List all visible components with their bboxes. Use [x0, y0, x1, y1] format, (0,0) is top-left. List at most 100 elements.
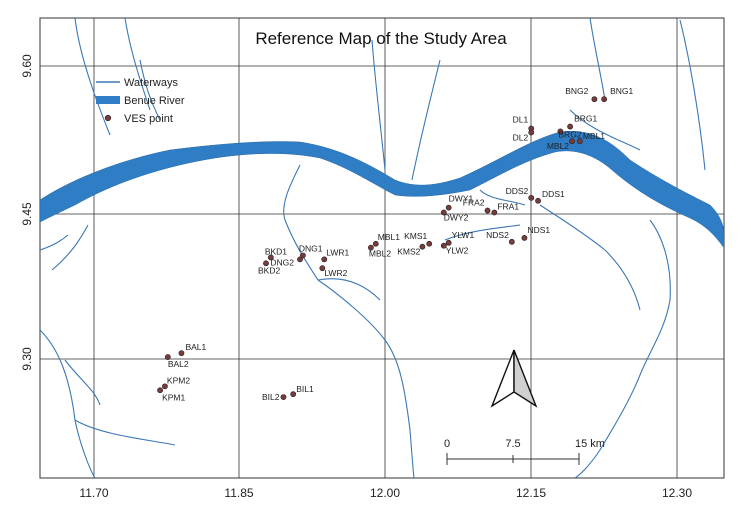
ves-point: DWY2	[440, 209, 469, 223]
ves-point: DDS1	[535, 189, 565, 204]
ves-point-label: BRG1	[574, 114, 597, 124]
ves-point-marker	[319, 265, 326, 272]
ves-point: BNG2	[565, 86, 598, 103]
x-tick: 11.85	[224, 486, 253, 500]
ves-point-label: FRA2	[463, 198, 485, 208]
ves-point-marker	[491, 209, 498, 216]
ves-point-label: DL2	[513, 132, 529, 142]
ves-point: LWR2	[319, 265, 348, 278]
ves-point-marker	[528, 129, 535, 136]
ves-point-label: BIL1	[296, 384, 314, 394]
ves-point-marker	[440, 209, 447, 216]
ves-point-label: YLW1	[452, 230, 475, 240]
ves-point: DDS2	[506, 186, 535, 201]
ves-point-marker	[528, 194, 535, 201]
ves-point: LWR1	[321, 247, 350, 263]
ves-point-label: BKD1	[265, 246, 287, 256]
ves-point-label: DWY2	[444, 213, 469, 223]
ves-point-label: BNG2	[565, 86, 588, 96]
ves-point: MBL1	[576, 131, 605, 145]
ves-point-marker	[557, 128, 564, 135]
ves-point-label: MBL1	[583, 131, 605, 141]
y-tick-labels: 9.60 9.45 9.30	[20, 54, 34, 371]
ves-point-label: MBL1	[378, 232, 400, 242]
ves-point-marker	[321, 256, 328, 263]
ves-point-marker	[426, 240, 433, 247]
ves-point-label: DWY1	[449, 194, 474, 204]
ves-point-label: KMS2	[397, 247, 420, 257]
river-legend-swatch	[96, 96, 120, 104]
ves-point-marker	[419, 243, 426, 250]
ves-point-label: DNG1	[299, 243, 323, 253]
ves-point: BNG1	[601, 86, 634, 103]
legend-waterways: Waterways	[124, 77, 178, 89]
ves-point: BAL2	[164, 354, 189, 369]
scale-bar: 0 7.5 15 km	[444, 438, 605, 465]
ves-point-marker	[601, 96, 608, 103]
ves-point-marker	[267, 254, 274, 261]
ves-point: BKD1	[265, 246, 287, 261]
scale-end: 15 km	[575, 438, 605, 450]
ves-point-marker	[445, 204, 452, 211]
ves-point-marker	[164, 354, 171, 360]
ves-point-marker	[368, 244, 374, 251]
legend: Waterways Benue River VES point	[96, 77, 185, 125]
ves-point-marker	[162, 383, 168, 390]
ves-point: BRG1	[567, 114, 598, 130]
ves-point-marker	[300, 252, 306, 259]
x-tick: 12.15	[516, 486, 546, 500]
ves-point-marker	[290, 391, 297, 398]
y-tick: 9.60	[20, 54, 34, 78]
ves-point-label: MBL2	[547, 141, 569, 151]
ves-point-label: MBL2	[369, 249, 391, 259]
ves-point-label: BRG2	[558, 129, 581, 139]
ves-point-marker	[280, 394, 287, 400]
x-tick: 12.00	[370, 486, 400, 500]
ves-point: YLW2	[440, 242, 469, 256]
ves-point-marker	[372, 240, 379, 247]
legend-river: Benue River	[124, 95, 185, 107]
graticule	[40, 18, 724, 478]
ves-point-marker	[591, 96, 598, 103]
ves-point-marker	[567, 123, 574, 130]
ves-point: MBL1	[372, 232, 400, 247]
ves-point-marker	[576, 138, 583, 145]
benue-river	[40, 131, 724, 249]
waterways	[40, 18, 706, 478]
ves-point-marker	[535, 197, 541, 204]
ves-point-label: DNG2	[270, 257, 294, 267]
ves-point-marker	[508, 238, 515, 245]
y-tick: 9.45	[20, 202, 34, 226]
ves-point-marker	[440, 242, 447, 249]
ves-point: KMS1	[404, 231, 433, 247]
ves-point-label: BAL1	[185, 342, 206, 352]
x-tick: 11.70	[79, 486, 108, 500]
ves-point: NDS2	[486, 230, 515, 245]
ves-point-label: LWR2	[324, 268, 347, 278]
ves-point-label: NDS2	[486, 230, 509, 240]
ves-point: DL2	[513, 129, 535, 142]
x-tick-labels: 11.70 11.85 12.00 12.15 12.30	[79, 486, 692, 500]
ves-point-label: NDS1	[527, 225, 550, 235]
ves-point-label: BIL2	[262, 392, 280, 402]
ves-point-marker	[297, 256, 303, 263]
ves-point-label: BNG1	[610, 86, 633, 96]
ves-point: DNG2	[270, 256, 303, 267]
north-arrow-icon	[490, 349, 538, 408]
ves-point: YLW1	[445, 230, 475, 246]
ves-point: MBL2	[368, 244, 391, 259]
ves-point: FRA2	[463, 198, 491, 214]
ves-point: BIL2	[262, 392, 287, 402]
ves-point-marker	[263, 260, 269, 267]
ves-point: KPM1	[157, 387, 185, 402]
ves-legend-swatch	[104, 114, 112, 122]
ves-point: DL1	[513, 115, 535, 132]
ves-point: MBL2	[547, 138, 575, 151]
ves-point: DWY1	[445, 194, 474, 211]
ves-point: BIL1	[290, 384, 314, 398]
ves-point-marker	[569, 138, 575, 145]
ves-point-label: BAL2	[168, 359, 189, 369]
ves-point-label: DL1	[513, 115, 529, 125]
scale-mid: 7.5	[505, 438, 520, 450]
